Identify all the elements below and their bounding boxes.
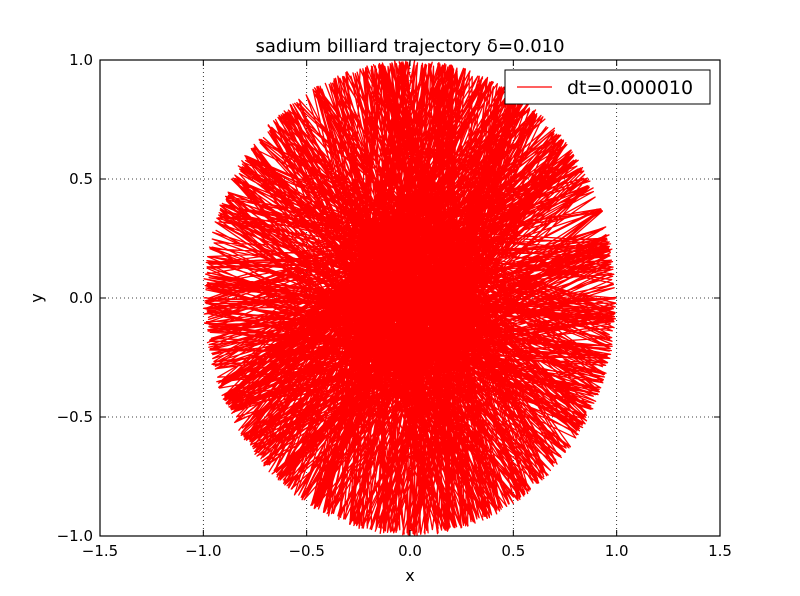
y-tick-label: −1.0 [57,527,93,545]
chart-title: sadium billiard trajectory δ=0.010 [255,36,564,57]
x-tick-label: 1.5 [708,542,732,560]
y-axis-label: y [27,293,46,302]
y-tick-label: −0.5 [57,408,93,426]
x-tick-label: −1.5 [82,542,118,560]
x-tick-label: 0.0 [398,542,422,560]
y-tick-label: 0.0 [69,289,93,307]
x-tick-label: 1.0 [605,542,629,560]
axis-ticks: −1.5 −1.0 −0.5 0.0 0.5 1.0 1.5−1.0−0.50.00.51.… [57,51,732,560]
x-axis-label: x [405,566,414,585]
x-tick-label: −0.5 [288,542,324,560]
legend-label: dt=0.000010 [567,77,693,99]
legend: dt=0.000010 [504,69,711,105]
x-tick-label: 0.5 [501,542,525,560]
trajectory-line [203,60,617,537]
trajectory-series [203,60,617,537]
y-tick-label: 1.0 [69,51,93,69]
x-tick-label: −1.0 [185,542,221,560]
y-tick-label: 0.5 [69,170,93,188]
